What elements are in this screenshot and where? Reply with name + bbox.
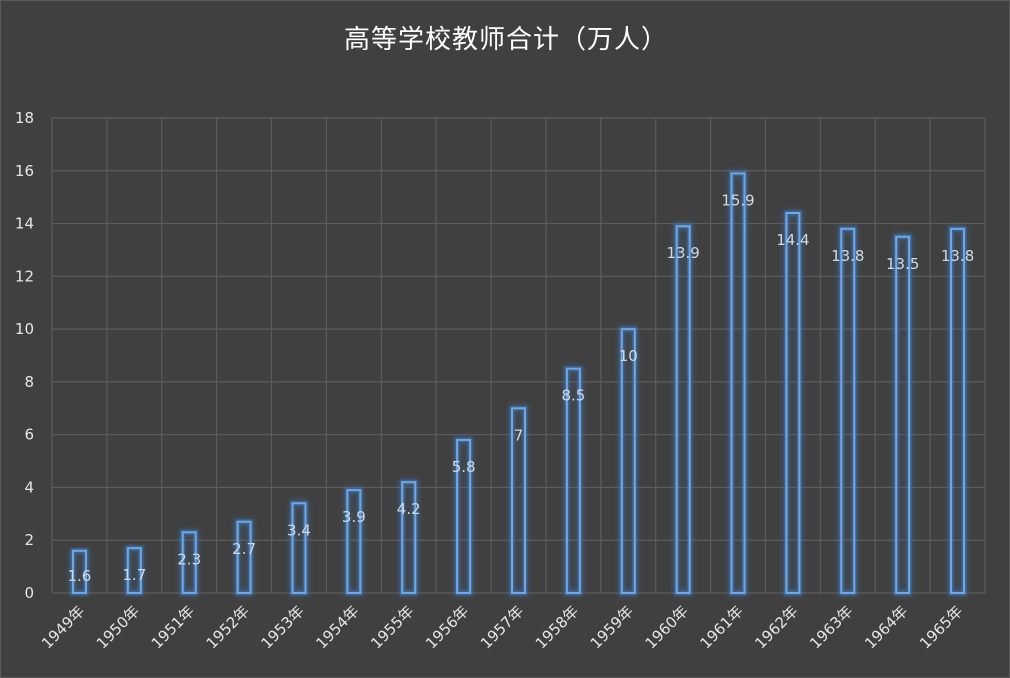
x-tick-label: 1956年 [422, 602, 472, 652]
y-tick-label: 10 [15, 320, 34, 338]
x-tick-label: 1959年 [587, 602, 637, 652]
bar [181, 531, 197, 594]
y-tick-label: 6 [24, 426, 34, 444]
data-label: 7 [514, 426, 524, 444]
data-label: 10 [619, 347, 638, 365]
y-tick-label: 14 [15, 215, 34, 233]
data-label: 3.9 [342, 508, 366, 526]
data-label: 1.6 [68, 567, 92, 585]
x-axis: 1949年 1950年 1951年 1952年 1953年 1954年 1955年 1956年… [38, 602, 966, 652]
bar [456, 438, 472, 595]
data-label: 13.9 [666, 244, 699, 262]
x-tick-label: 1954年 [312, 602, 362, 652]
x-tick-label: 1949年 [38, 602, 88, 652]
x-tick-label: 1965年 [916, 602, 966, 652]
data-label: 4.2 [397, 500, 421, 518]
bar [401, 481, 417, 594]
bar-glow [838, 226, 857, 596]
x-tick-label: 1955年 [367, 602, 417, 652]
y-tick-label: 0 [24, 584, 34, 602]
y-tick-label: 8 [24, 373, 34, 391]
data-label: 3.4 [287, 521, 311, 539]
data-label: 8.5 [561, 387, 585, 405]
x-tick-label: 1963年 [806, 602, 856, 652]
bar [675, 225, 691, 594]
bar [785, 212, 801, 594]
grid-lines [51, 117, 986, 594]
y-tick-label: 2 [24, 531, 34, 549]
data-label: 2.3 [177, 550, 201, 568]
data-label: 13.5 [886, 255, 919, 273]
data-labels: 1.6 1.7 2.3 2.7 3.4 3.9 4.2 5.8 7 8.5 10 13.9 15.9 14… [68, 191, 975, 585]
bar [236, 520, 252, 594]
bar [71, 549, 87, 594]
data-label: 2.7 [232, 540, 256, 558]
x-tick-label: 1962年 [751, 602, 801, 652]
bar [895, 235, 911, 594]
x-tick-label: 1960年 [642, 602, 692, 652]
bar-glow [948, 226, 967, 596]
bar-glow [729, 170, 748, 596]
x-tick-label: 1957年 [477, 602, 527, 652]
data-label: 1.7 [122, 566, 146, 584]
data-label: 13.8 [941, 247, 974, 265]
y-axis: 0 2 4 6 8 10 12 14 16 18 [15, 109, 34, 602]
bar [126, 547, 142, 595]
x-tick-label: 1950年 [93, 602, 143, 652]
x-tick-label: 1953年 [257, 602, 307, 652]
y-tick-label: 16 [15, 162, 34, 180]
data-label: 13.8 [831, 247, 864, 265]
bar-glow [399, 479, 418, 596]
y-tick-label: 4 [24, 478, 34, 496]
bar-glow [674, 223, 693, 596]
bar [511, 407, 526, 594]
x-tick-label: 1958年 [532, 602, 582, 652]
data-label: 14.4 [776, 231, 809, 249]
y-tick-label: 12 [15, 267, 34, 285]
x-tick-label: 1952年 [203, 602, 253, 652]
y-tick-label: 18 [15, 109, 34, 127]
bar-series [70, 170, 967, 596]
bar [950, 227, 966, 594]
bar [730, 172, 746, 595]
bar-glow [289, 500, 308, 596]
bar [291, 502, 307, 594]
x-tick-label: 1961年 [697, 602, 747, 652]
bar [565, 367, 581, 595]
bar [346, 489, 362, 595]
x-tick-label: 1951年 [148, 602, 198, 652]
bar [840, 227, 856, 594]
x-tick-label: 1964年 [861, 602, 911, 652]
bar-glow [619, 326, 638, 596]
bar [620, 328, 636, 594]
bar-glow [344, 487, 363, 596]
data-label: 5.8 [452, 458, 476, 476]
chart-title: 高等学校教师合计（万人） [343, 25, 668, 55]
bar-glow [783, 210, 802, 596]
bar-glow [893, 234, 912, 596]
data-label: 15.9 [721, 191, 754, 209]
